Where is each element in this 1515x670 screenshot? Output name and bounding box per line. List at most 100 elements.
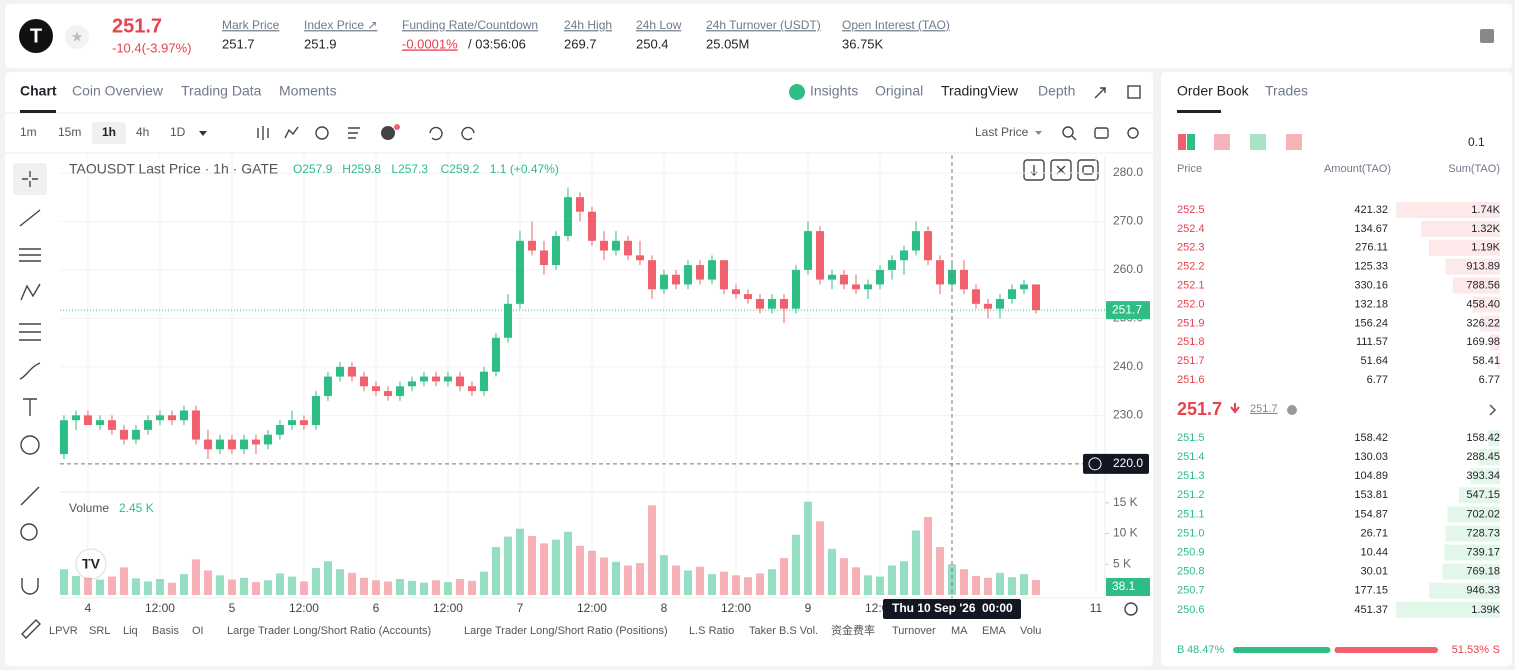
candle-body [1007, 289, 1016, 299]
indicator[interactable]: SRL [89, 625, 110, 637]
tab[interactable]: Chart [20, 83, 57, 99]
ob-layout-icon[interactable] [1187, 134, 1195, 150]
ob-tab[interactable]: Order Book [1177, 83, 1250, 99]
ob-sum: 739.17 [1466, 547, 1500, 559]
volume-bar [563, 531, 572, 595]
candle-body [311, 395, 320, 426]
indicator[interactable]: 资金费率 [831, 623, 875, 637]
ob-col: Amount(TAO) [1324, 163, 1391, 175]
candle-body [263, 434, 272, 445]
ob-sum: 6.77 [1479, 374, 1500, 386]
ob-price: 251.2 [1177, 489, 1205, 501]
volume-bar [1007, 577, 1016, 595]
candle-body [143, 420, 152, 430]
depth-bar [1396, 202, 1500, 218]
candle-body [203, 439, 212, 450]
ob-price: 250.8 [1177, 566, 1205, 578]
candle-body [839, 274, 848, 285]
volume-bar [455, 579, 464, 595]
indicator[interactable]: Large Trader Long/Short Ratio (Positions… [464, 625, 668, 637]
header-icon[interactable] [1480, 29, 1494, 43]
indicator[interactable]: Turnover [892, 625, 936, 637]
candle-body [275, 425, 284, 435]
ob-sum: 58.41 [1472, 355, 1500, 367]
price-type[interactable]: Last Price [975, 125, 1029, 139]
ohlc-label: 1.1 (+0.47%) [490, 162, 559, 176]
ob-step[interactable]: 0.1 [1468, 135, 1485, 149]
ohlc-label: H259.8 [342, 162, 381, 176]
volume-bar [695, 566, 704, 595]
indicator[interactable]: Large Trader Long/Short Ratio (Accounts) [227, 625, 431, 637]
view-tab[interactable]: Original [875, 83, 923, 99]
ob-col: Sum(TAO) [1448, 163, 1500, 175]
volume-bar [719, 571, 728, 595]
indicator[interactable]: LPVR [49, 625, 78, 637]
ob-amount: 451.37 [1354, 604, 1388, 616]
ob-layout-icon[interactable] [1250, 134, 1266, 150]
volume-bar [311, 567, 320, 595]
add-indicator[interactable] [381, 126, 395, 140]
x-tick-label: 12:00 [145, 601, 175, 615]
volume-bar [71, 575, 80, 595]
volume-bar [539, 543, 548, 595]
chart-title: TAOUSDT Last Price · 1h · GATE [69, 161, 278, 177]
depth-bar [1496, 353, 1500, 370]
ob-tab[interactable]: Trades [1265, 83, 1308, 99]
indicator[interactable]: L.S Ratio [689, 625, 734, 637]
x-tick-label: 12:00 [721, 601, 751, 615]
favorite[interactable] [65, 25, 89, 49]
volume-bar [515, 528, 524, 595]
volume-bar [587, 550, 596, 595]
interval[interactable]: 15m [58, 125, 81, 139]
candle-body [347, 366, 356, 377]
tab[interactable]: Moments [279, 83, 337, 99]
candle-body [587, 211, 596, 241]
indicator[interactable]: Basis [152, 625, 179, 637]
vol-tick-label: 10 K [1113, 526, 1138, 540]
indicator[interactable]: Taker B.S Vol. [749, 625, 818, 637]
ob-amount: 276.11 [1355, 242, 1388, 254]
candle-body [407, 381, 416, 387]
volume-bar [599, 557, 608, 595]
indicator[interactable]: OI [192, 625, 204, 637]
view-tab[interactable]: Depth [1038, 83, 1075, 99]
ob-amount: 330.16 [1354, 280, 1388, 292]
tab[interactable]: Trading Data [181, 83, 262, 99]
ob-layout-icon[interactable] [1286, 134, 1302, 150]
stat-label: Mark Price [222, 18, 280, 32]
indicator[interactable]: MA [951, 625, 968, 637]
depth-bar [1396, 601, 1500, 618]
interval[interactable]: 1h [102, 125, 116, 139]
view-tab[interactable]: TradingView [941, 83, 1019, 99]
ob-amount: 134.67 [1354, 223, 1388, 235]
ob-amount: 156.24 [1354, 317, 1388, 329]
coin-logo-text: T [30, 25, 42, 47]
ob-sum: 393.34 [1466, 470, 1500, 482]
volume-bar [395, 579, 404, 595]
ob-amount: 111.57 [1356, 336, 1388, 348]
ob-layout-icon[interactable] [1214, 134, 1230, 150]
volume-bar [947, 564, 956, 595]
interval[interactable]: 1D [170, 125, 186, 139]
ob-amount: 30.01 [1360, 566, 1388, 578]
candle-body [107, 420, 116, 430]
view-tab[interactable]: Insights [810, 83, 858, 99]
volume-bar [635, 563, 644, 595]
candle-body [899, 250, 908, 261]
indicator[interactable]: Volu [1020, 625, 1041, 637]
candle-body [191, 410, 200, 440]
depth-bar [1442, 563, 1500, 580]
ob-layout-icon[interactable] [1178, 134, 1186, 150]
tab[interactable]: Coin Overview [72, 83, 164, 99]
indicator[interactable]: Liq [123, 625, 138, 637]
volume-bar [275, 573, 284, 595]
candle-body [539, 250, 548, 266]
candle-body [611, 240, 620, 251]
y-tick-label: 280.0 [1113, 165, 1143, 179]
indicator[interactable]: EMA [982, 625, 1007, 637]
candle-body [251, 439, 260, 445]
interval[interactable]: 4h [136, 125, 149, 139]
ob-sum: 913.89 [1466, 261, 1500, 273]
interval[interactable]: 1m [20, 125, 37, 139]
candle-body [887, 260, 896, 270]
